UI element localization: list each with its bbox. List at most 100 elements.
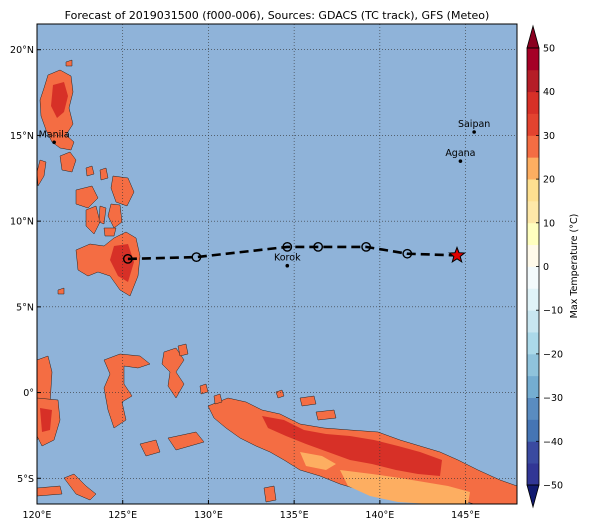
figure-title: Forecast of 2019031500 (f000-006), Sourc… xyxy=(65,9,490,22)
colorbar: 50 40 30 20 10 0 −10 −20 −30 −40 −50 Max Temperatur… xyxy=(526,24,580,509)
city-label: Korok xyxy=(274,253,301,264)
colorbar-bin xyxy=(527,48,539,71)
mindanao-highland xyxy=(110,244,134,282)
colorbar-tick-label: 0 xyxy=(543,262,549,273)
aru-islands xyxy=(263,485,277,503)
lon-tick-label: 125°E xyxy=(108,510,137,521)
colorbar-bin xyxy=(527,244,539,267)
islet xyxy=(275,389,285,399)
cebu-island xyxy=(98,205,107,225)
yapen-island xyxy=(315,409,337,421)
city-label: Saipan xyxy=(458,119,490,130)
colorbar-bin xyxy=(527,91,539,114)
lat-tick-label: 0° xyxy=(23,388,34,399)
colorbar-bin xyxy=(527,179,539,202)
colorbar-tick-label: −10 xyxy=(543,306,563,317)
colorbar-bin xyxy=(527,288,539,311)
sulawesi-highland xyxy=(40,408,52,432)
colorbar-bin xyxy=(527,310,539,333)
landmass-layer xyxy=(37,59,517,504)
city-dot xyxy=(52,140,56,145)
colorbar-label: Max Temperature (°C) xyxy=(569,214,580,319)
colorbar-tick-label: −20 xyxy=(543,349,563,360)
mindoro-island xyxy=(59,151,77,173)
colorbar-bin xyxy=(527,463,539,486)
colorbar-bin xyxy=(527,200,539,224)
tc-track-point xyxy=(122,253,133,264)
islet xyxy=(65,59,73,67)
islet xyxy=(99,167,109,181)
new-guinea-lowland xyxy=(340,470,470,504)
timor-island xyxy=(63,473,97,501)
city-markers: Manila Saipan Agana Korok xyxy=(39,119,490,268)
colorbar-bin xyxy=(527,113,539,136)
lat-tick-label: 10°N xyxy=(10,217,34,228)
islet xyxy=(85,165,95,177)
colorbar-tick-label: 30 xyxy=(543,131,555,142)
tc-track-point xyxy=(282,241,293,252)
buru-island xyxy=(139,439,161,457)
lat-tick-label: 5°S xyxy=(17,474,34,485)
colorbar-bin xyxy=(527,157,539,180)
map-axis-ticks: 120°E 125°E 130°E 135°E 140°E 145°E 20°N 15°N 10… xyxy=(10,45,480,521)
tc-track-point xyxy=(361,241,372,252)
panay-island xyxy=(75,185,99,209)
graticule xyxy=(37,24,517,504)
leyte-island xyxy=(107,203,123,229)
lon-tick-label: 130°E xyxy=(194,510,223,521)
colorbar-bin xyxy=(527,397,539,420)
lon-tick-label: 145°E xyxy=(451,510,480,521)
colorbar-bin xyxy=(527,69,539,93)
colorbar-tick-label: 50 xyxy=(543,44,555,55)
map-frame xyxy=(36,23,518,505)
tc-track-point xyxy=(313,241,324,252)
lon-tick-label: 120°E xyxy=(23,510,52,521)
sulawesi-island xyxy=(103,353,151,429)
tc-track-point xyxy=(402,248,413,259)
map-panel: Manila Saipan Agana Korok xyxy=(37,24,517,504)
islet xyxy=(199,383,209,395)
islet xyxy=(213,393,223,405)
colorbar-tick-label: 40 xyxy=(543,87,555,98)
colorbar-tick-label: −40 xyxy=(543,437,563,448)
lat-tick-label: 5°N xyxy=(16,302,34,313)
islet xyxy=(57,287,65,295)
city-dot xyxy=(285,263,290,268)
colorbar-extend-max xyxy=(526,24,540,49)
new-guinea-highland xyxy=(262,416,442,476)
colorbar-bin xyxy=(527,441,539,464)
colorbar-bin xyxy=(527,135,539,158)
colorbar-bin xyxy=(527,266,539,289)
city-label: Agana xyxy=(445,148,475,159)
city-label: Manila xyxy=(39,129,70,140)
biak-island xyxy=(299,395,317,407)
bohol-island xyxy=(103,227,117,237)
colorbar-tick-label: −30 xyxy=(543,393,563,404)
samar-island xyxy=(110,175,135,207)
lat-tick-label: 20°N xyxy=(10,45,34,56)
tc-current-position-star xyxy=(448,245,466,264)
colorbar-bin xyxy=(527,419,539,442)
colorbar-bin xyxy=(527,222,539,246)
new-guinea-lowland xyxy=(300,452,336,470)
morotai-island xyxy=(177,343,189,357)
colorbar-bin xyxy=(527,353,539,377)
colorbar-bin xyxy=(527,332,539,355)
colorbar-tick-label: 10 xyxy=(543,218,555,229)
lon-tick-label: 140°E xyxy=(365,510,394,521)
colorbar-tick-label: 20 xyxy=(543,175,555,186)
luzon-highland xyxy=(51,82,68,118)
lon-tick-label: 135°E xyxy=(280,510,309,521)
negros-island xyxy=(85,205,101,235)
seram-island xyxy=(167,431,205,451)
city-dot xyxy=(472,130,476,134)
flores-island xyxy=(37,485,63,497)
colorbar-extend-min xyxy=(526,484,540,509)
city-dot xyxy=(458,159,463,163)
tc-track-point xyxy=(191,252,202,263)
lat-tick-label: 15°N xyxy=(10,131,34,142)
tc-track xyxy=(122,241,466,264)
colorbar-tick-label: −50 xyxy=(543,481,563,492)
tc-track-line xyxy=(127,245,458,261)
